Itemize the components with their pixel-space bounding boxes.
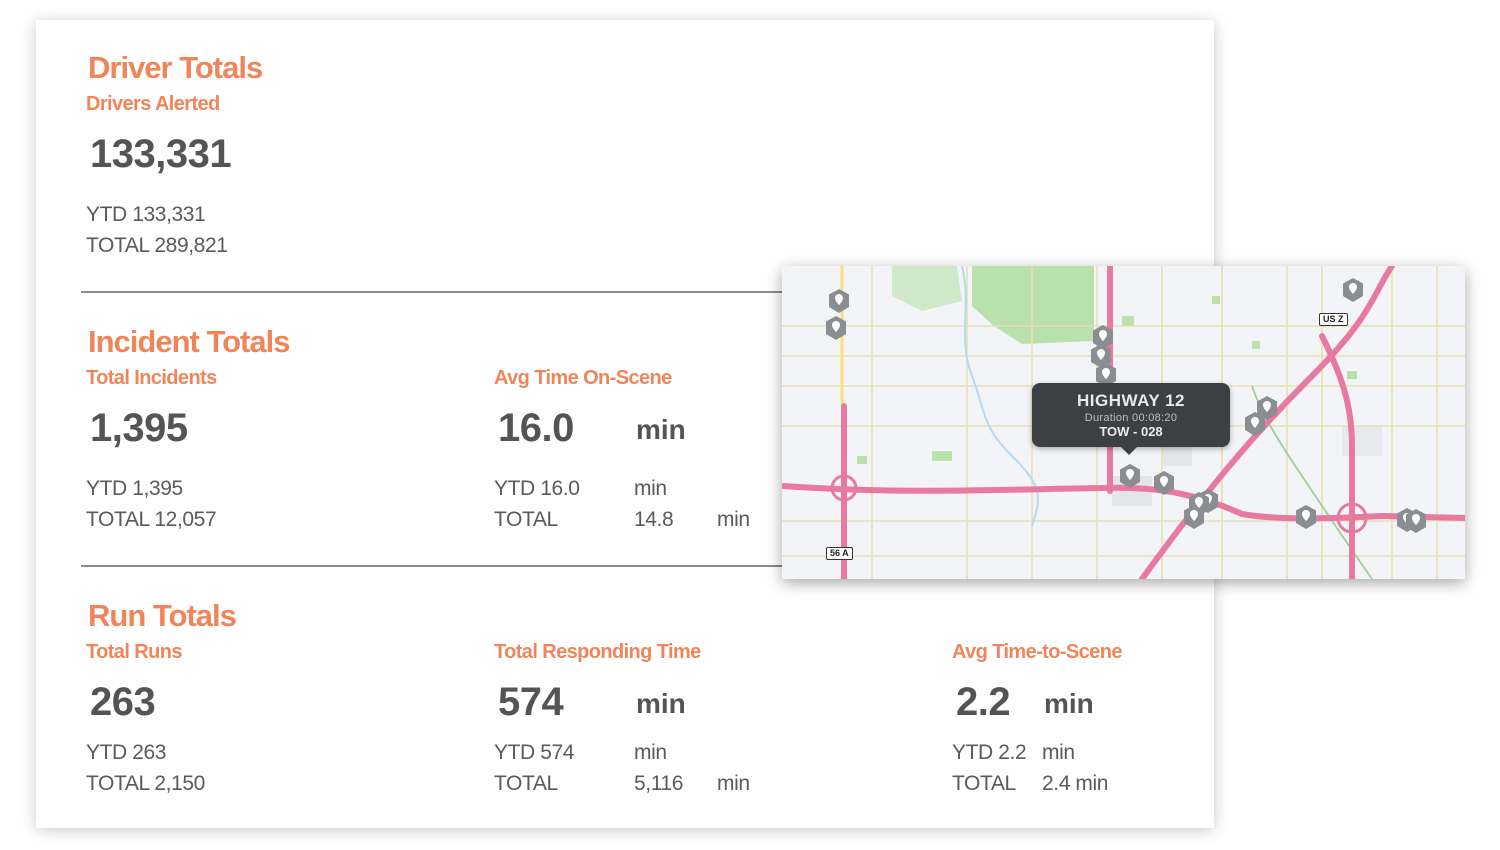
route-shield-56a: 56 A: [826, 547, 853, 560]
total-incidents-label: Total Incidents: [86, 367, 217, 389]
map-tooltip: HIGHWAY 12 Duration 00:08:20 TOW - 028: [1032, 383, 1230, 455]
tooltip-title: HIGHWAY 12: [1077, 391, 1185, 410]
map-pin-icon[interactable]: [1090, 343, 1112, 369]
total-incidents-ytd: YTD 1,395: [86, 477, 183, 500]
responding-time-total-label: TOTAL: [494, 772, 558, 795]
responding-time-unit: min: [636, 688, 686, 719]
map-pin-icon[interactable]: [1256, 395, 1278, 421]
responding-time-ytd: YTD 574: [494, 741, 575, 764]
time-to-scene-label: Avg Time-to-Scene: [952, 641, 1122, 663]
avg-on-scene-unit: min: [636, 414, 686, 445]
responding-time-value: 574: [498, 680, 564, 724]
tooltip-duration: Duration 00:08:20: [1084, 412, 1178, 424]
avg-on-scene-label: Avg Time On-Scene: [494, 367, 672, 389]
time-to-scene-value: 2.2: [956, 680, 1011, 724]
time-to-scene-ytd: YTD 2.2: [952, 741, 1027, 764]
total-incidents-value: 1,395: [90, 406, 188, 450]
run-totals-title: Run Totals: [88, 598, 237, 633]
map-pin-icon[interactable]: [1244, 411, 1266, 437]
total-runs-label: Total Runs: [86, 641, 182, 663]
total-incidents-total: TOTAL 12,057: [86, 508, 217, 531]
avg-on-scene-ytd: YTD 16.0: [494, 477, 580, 500]
avg-on-scene-total-value: 14.8: [634, 508, 674, 531]
avg-on-scene-value: 16.0: [498, 406, 574, 450]
map-pin-icon[interactable]: [1153, 470, 1175, 496]
drivers-alerted-value: 133,331: [90, 132, 232, 176]
map-pin-icon[interactable]: [1183, 504, 1205, 530]
time-to-scene-total-value: 2.4 min: [1042, 772, 1109, 795]
map-pin-icon[interactable]: [1405, 508, 1427, 534]
map-pin-icon[interactable]: [1092, 324, 1114, 350]
map-pin-icon[interactable]: [1095, 362, 1117, 388]
responding-time-ytd-unit: min: [634, 741, 667, 764]
total-runs-value: 263: [90, 680, 156, 724]
total-runs-ytd: YTD 263: [86, 741, 167, 764]
avg-on-scene-total-unit: min: [717, 508, 750, 531]
map-pin-icon[interactable]: [1119, 463, 1141, 489]
time-to-scene-ytd-unit: min: [1042, 741, 1075, 764]
drivers-alerted-total: TOTAL 289,821: [86, 234, 228, 257]
drivers-alerted-ytd: YTD 133,331: [86, 203, 206, 226]
avg-on-scene-total-label: TOTAL: [494, 508, 558, 531]
responding-time-label: Total Responding Time: [494, 641, 701, 663]
map-pin-icon[interactable]: [1342, 277, 1364, 303]
responding-time-total-unit: min: [717, 772, 750, 795]
total-runs-total: TOTAL 2,150: [86, 772, 205, 795]
map-base: [782, 266, 1465, 579]
map-pin-icon[interactable]: [1295, 504, 1317, 530]
incident-totals-title: Incident Totals: [88, 324, 290, 359]
divider: [81, 291, 801, 293]
map-pin-icon[interactable]: [825, 315, 847, 341]
avg-on-scene-ytd-unit: min: [634, 477, 667, 500]
time-to-scene-unit: min: [1044, 688, 1094, 719]
incident-map[interactable]: US Z 56 A HIGHWAY 12 Duration 00:08:20 T…: [782, 266, 1465, 579]
route-shield-us-z: US Z: [1319, 313, 1348, 326]
tooltip-unit-id: TOW - 028: [1099, 424, 1163, 439]
time-to-scene-total-label: TOTAL: [952, 772, 1016, 795]
drivers-alerted-label: Drivers Alerted: [86, 93, 220, 115]
divider: [81, 565, 801, 567]
responding-time-total-value: 5,116: [634, 772, 683, 795]
driver-totals-title: Driver Totals: [88, 50, 263, 85]
map-pin-icon[interactable]: [828, 288, 850, 314]
